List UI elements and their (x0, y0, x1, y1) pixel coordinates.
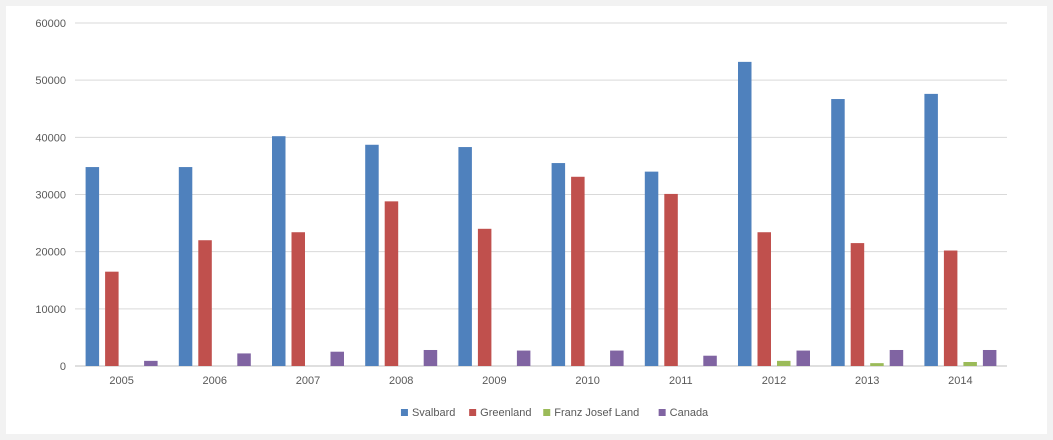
bar-svalbard-2010 (551, 163, 566, 366)
bar-svalbard-2005 (85, 167, 100, 366)
bar-svalbard-2012 (738, 61, 752, 367)
legend-item-svalbard: Svalbard (400, 407, 455, 419)
bar-svalbard-2006 (178, 167, 193, 366)
bar-greenland-2010 (571, 176, 585, 366)
bar-greenland-2012 (757, 232, 771, 366)
bar-franz-josef-land-2013 (870, 363, 884, 366)
bar-franz-josef-land-2012 (777, 360, 791, 366)
bar-canada-2007 (330, 351, 344, 366)
bar-canada-2005 (144, 360, 158, 366)
legend-label: Franz Josef Land (554, 407, 639, 419)
legend-swatch (658, 409, 666, 416)
x-tick-label: 2010 (575, 375, 599, 387)
y-tick-label: 50000 (35, 75, 66, 87)
x-tick-label: 2011 (669, 375, 693, 387)
y-tick-label: 10000 (35, 304, 66, 316)
bar-svalbard-2013 (831, 99, 845, 366)
x-tick-label: 2007 (296, 375, 320, 387)
bar-greenland-2013 (850, 243, 865, 366)
x-tick-label: 2008 (389, 375, 413, 387)
bar-greenland-2007 (291, 232, 305, 366)
y-tick-label: 0 (60, 361, 66, 373)
x-tick-label: 2013 (855, 375, 879, 387)
y-tick-label: 60000 (35, 18, 66, 30)
legend-item-greenland: Greenland (469, 407, 532, 419)
bar-canada-2013 (889, 349, 904, 366)
bar-franz-josef-land-2014 (963, 361, 977, 366)
bar-greenland-2011 (664, 193, 678, 366)
bar-greenland-2006 (198, 240, 212, 366)
chart-area: 0 10000 20000 30000 40000 50000 60000 2005 2006… (6, 6, 1047, 434)
bar-svalbard-2011 (644, 171, 659, 366)
bar-svalbard-2008 (365, 144, 379, 366)
bar-chart: 0 10000 20000 30000 40000 50000 60000 2005 2006… (35, 18, 1007, 419)
bars (85, 61, 997, 367)
x-tick-label: 2005 (109, 375, 133, 387)
y-axis-tick-labels: 0 10000 20000 30000 40000 50000 60000 (35, 18, 66, 373)
y-tick-label: 20000 (35, 247, 66, 259)
legend: Svalbard Greenland Franz Josef Land Canada (400, 407, 709, 419)
legend-swatch (469, 409, 477, 416)
gridlines (75, 22, 1007, 367)
bar-svalbard-2009 (458, 147, 472, 366)
bar-svalbard-2007 (272, 136, 286, 366)
bar-canada-2010 (610, 350, 624, 366)
bar-greenland-2005 (105, 271, 119, 366)
bar-canada-2014 (982, 349, 997, 366)
x-tick-label: 2012 (762, 375, 786, 387)
bar-greenland-2009 (477, 228, 492, 366)
bar-greenland-2014 (943, 250, 958, 366)
x-tick-label: 2009 (482, 375, 506, 387)
x-tick-label: 2006 (203, 375, 227, 387)
legend-swatch (543, 409, 551, 416)
legend-label: Canada (670, 407, 709, 419)
legend-item-franz-josef-land: Franz Josef Land (543, 407, 639, 419)
bar-canada-2009 (516, 350, 531, 366)
bar-svalbard-2014 (924, 93, 938, 367)
x-axis-tick-labels: 2005 2006 2007 2008 2009 2010 2011 2012 2013 2014 (109, 375, 972, 387)
y-tick-label: 40000 (35, 132, 66, 144)
legend-swatch (400, 409, 408, 416)
legend-label: Greenland (480, 407, 531, 419)
legend-label: Svalbard (412, 407, 455, 419)
bar-greenland-2008 (384, 201, 399, 366)
legend-item-canada: Canada (658, 407, 709, 419)
bar-canada-2008 (423, 349, 438, 366)
x-tick-label: 2014 (948, 375, 972, 387)
bar-canada-2011 (703, 355, 717, 366)
bar-canada-2012 (796, 350, 810, 366)
y-tick-label: 30000 (35, 190, 66, 202)
bar-canada-2006 (237, 353, 251, 366)
